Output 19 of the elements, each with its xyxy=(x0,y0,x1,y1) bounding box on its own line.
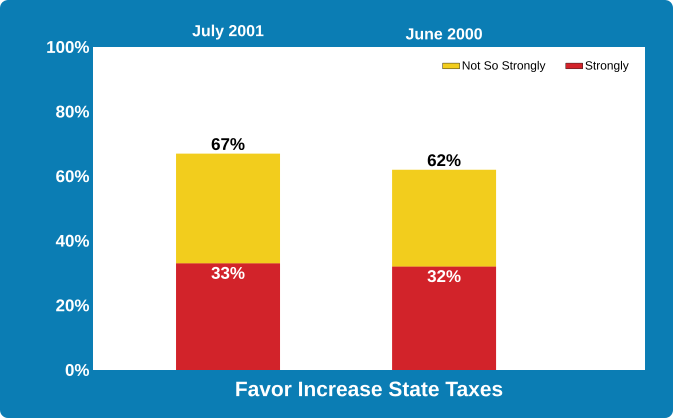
y-tick-label: 0% xyxy=(66,364,90,376)
bar xyxy=(392,170,496,267)
y-tick-label: 40% xyxy=(56,234,90,247)
data-label: 33% xyxy=(211,266,245,279)
bar xyxy=(176,263,280,370)
x-axis-title: Favor Increase State Taxes xyxy=(236,382,502,396)
data-label: 32% xyxy=(428,270,461,282)
legend-label: Strongly xyxy=(585,60,629,72)
x-tick-label: July 2001 xyxy=(192,24,264,40)
legend-label: Not So Strongly xyxy=(462,60,546,72)
total-label: 62% xyxy=(428,154,461,166)
y-tick-label: 100% xyxy=(47,41,90,53)
y-tick-label: 60% xyxy=(56,170,90,182)
y-tick-label: 20% xyxy=(56,299,90,312)
x-tick-label: June 2000 xyxy=(406,28,482,40)
bar xyxy=(392,266,496,370)
bar xyxy=(176,154,280,264)
y-tick-label: 80% xyxy=(56,106,90,118)
total-label: 67% xyxy=(212,138,245,150)
